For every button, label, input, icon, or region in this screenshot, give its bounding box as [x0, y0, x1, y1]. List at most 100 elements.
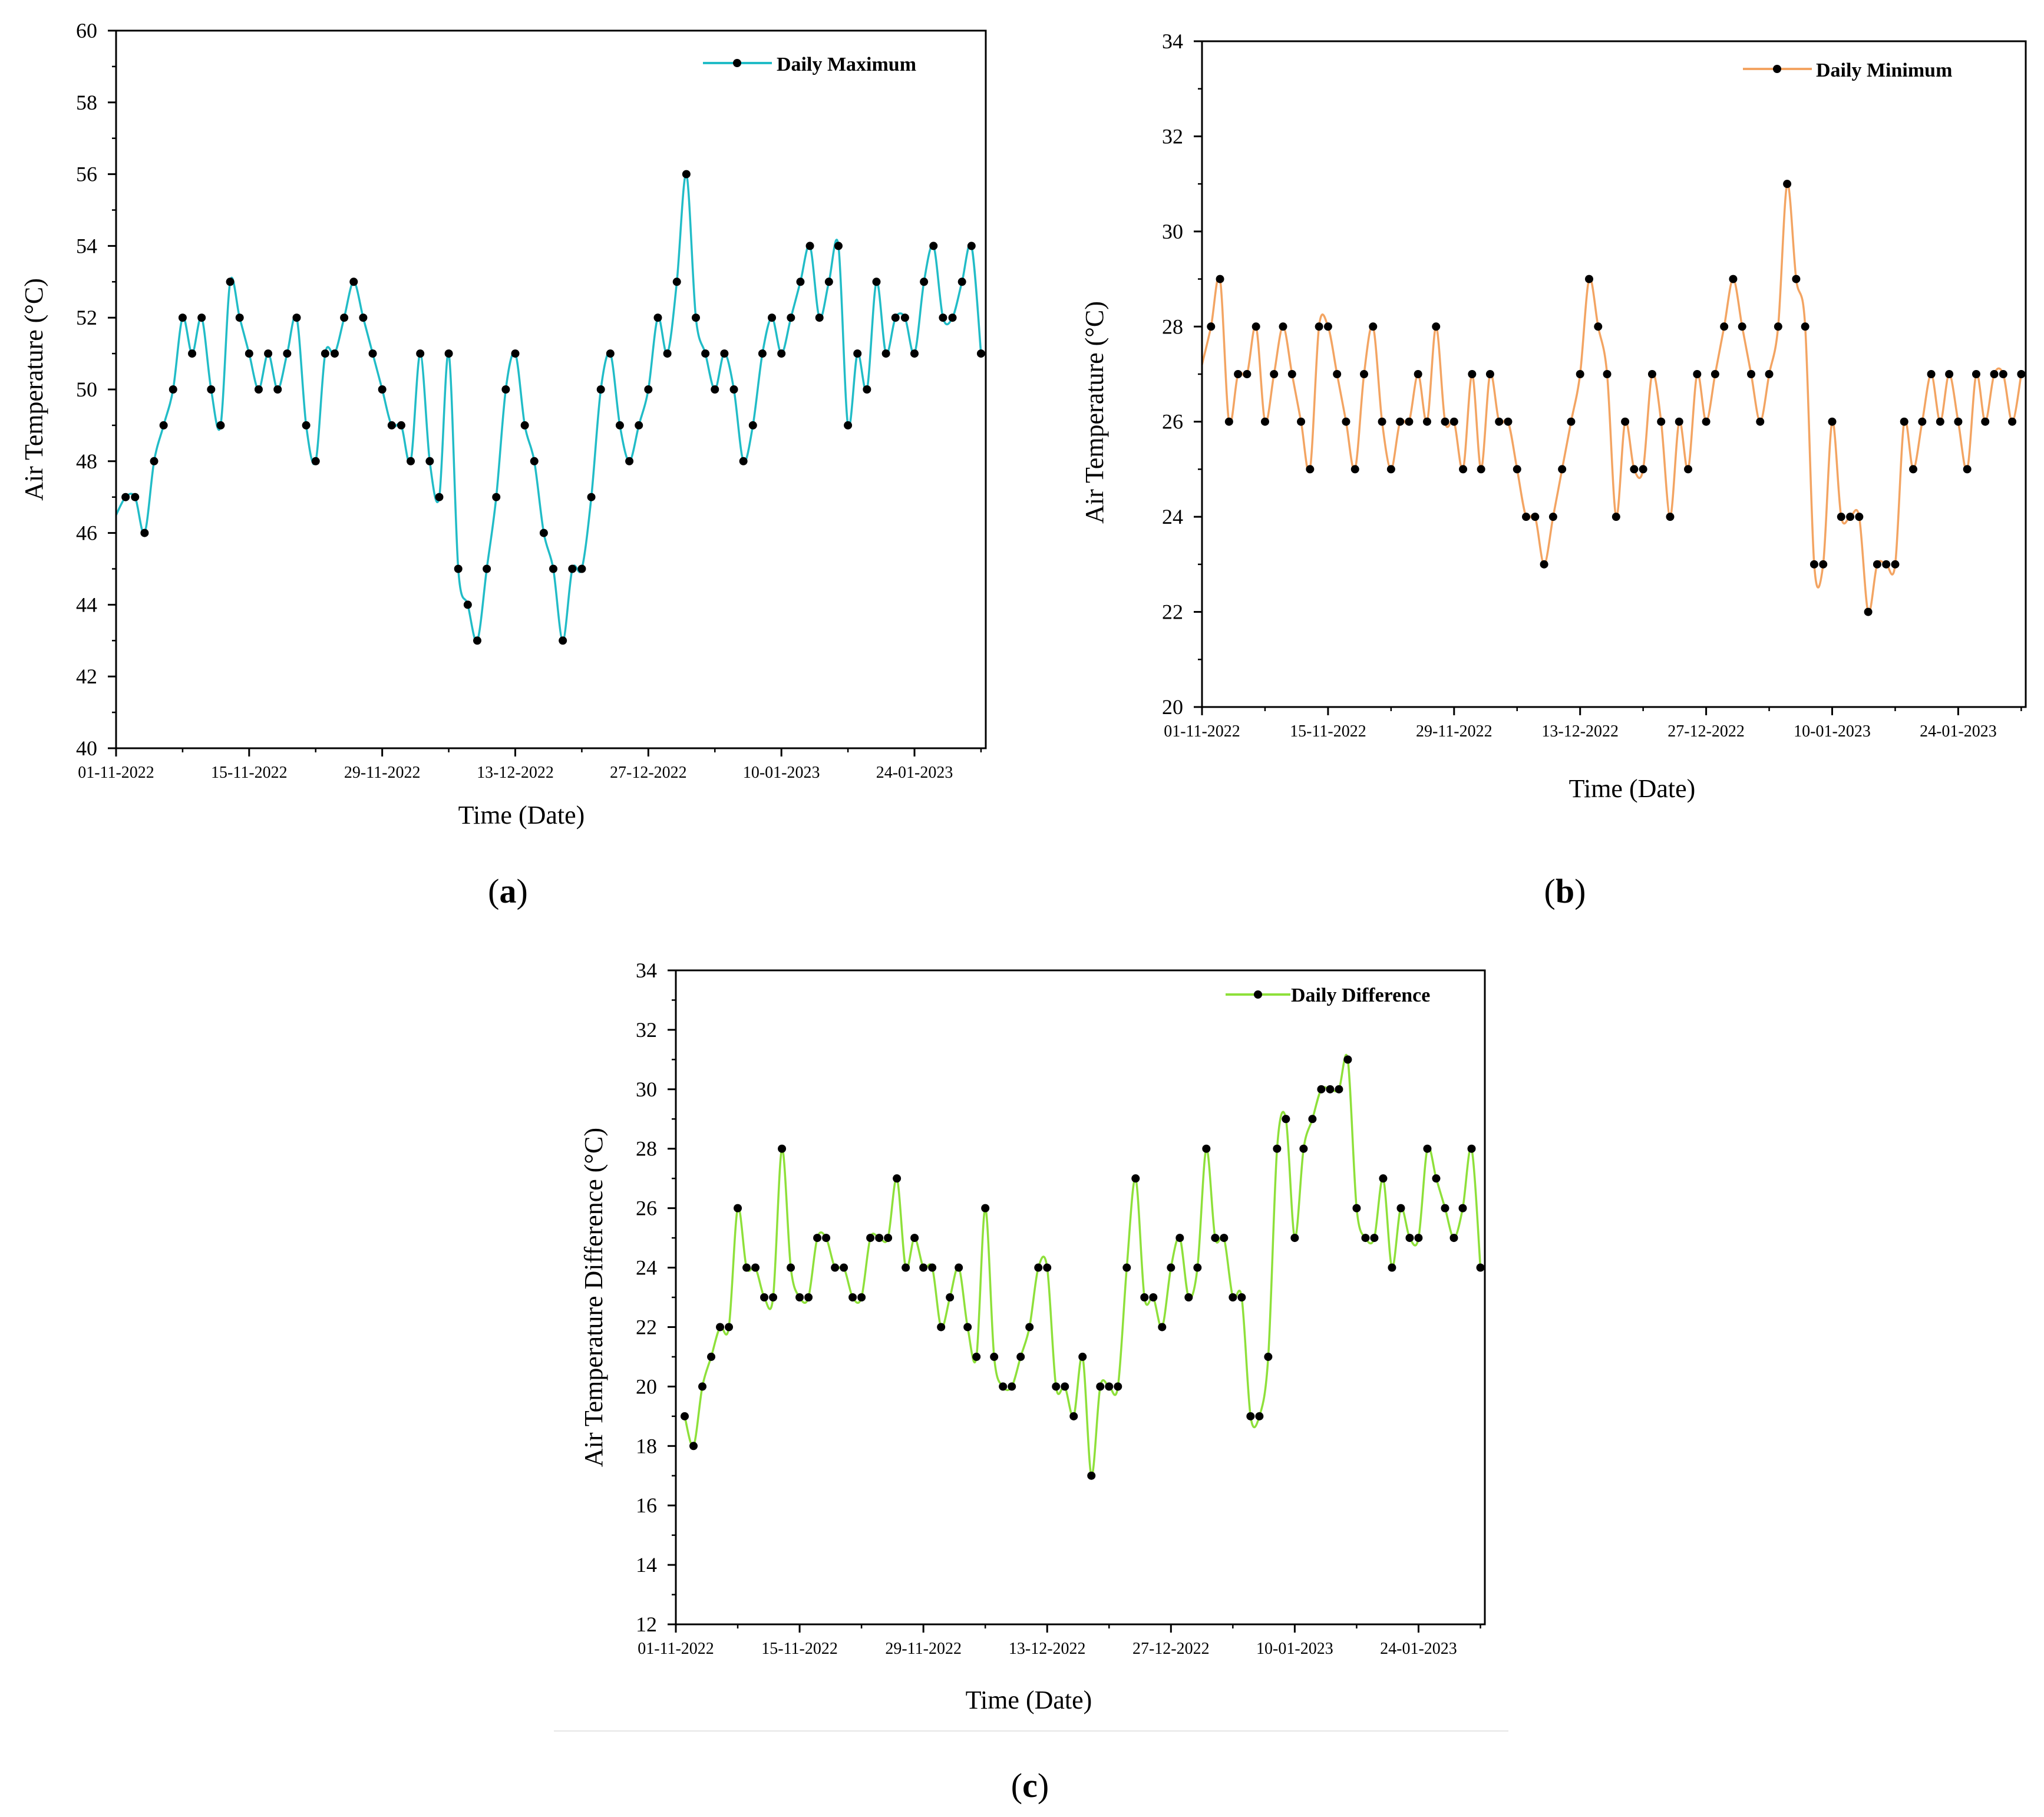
data-point — [596, 385, 605, 394]
data-point — [1837, 513, 1845, 521]
data-point — [1237, 1293, 1246, 1301]
data-point — [1504, 417, 1513, 426]
data-point — [1657, 417, 1666, 426]
data-point — [1675, 417, 1683, 426]
chart-a: 40 42 44 46 48 50 52 54 56 58 60 01-11-2022 15-11-20… — [19, 19, 987, 910]
data-point — [264, 349, 273, 358]
data-point — [1990, 370, 1999, 378]
y-tick-label: 22 — [636, 1315, 657, 1339]
x-tick-label: 24-01-2023 — [1380, 1640, 1457, 1658]
data-point — [787, 313, 795, 322]
y-tick-label: 12 — [636, 1613, 657, 1636]
data-point — [1882, 560, 1891, 569]
data-point — [967, 242, 976, 250]
y-tick-label: 40 — [76, 736, 97, 760]
data-point — [625, 457, 634, 465]
chart-b-plot-frame — [1201, 40, 2027, 708]
data-point — [815, 313, 824, 322]
data-point — [853, 349, 862, 358]
data-point — [1131, 1174, 1140, 1183]
data-point — [976, 349, 985, 358]
data-point — [768, 313, 777, 322]
data-point — [530, 457, 539, 465]
x-tick-label: 24-01-2023 — [876, 764, 953, 782]
data-point — [1584, 275, 1593, 283]
data-point — [804, 1293, 813, 1301]
x-tick-label: 15-11-2022 — [211, 764, 288, 782]
data-point — [1270, 370, 1279, 378]
data-point — [1315, 322, 1323, 331]
data-point — [1792, 275, 1801, 283]
data-point — [549, 564, 558, 573]
data-point — [1477, 465, 1485, 474]
x-tick-label: 01-11-2022 — [1164, 722, 1240, 741]
data-point — [946, 1293, 955, 1301]
data-point — [884, 1234, 893, 1243]
y-tick-label: 20 — [636, 1375, 657, 1398]
data-point — [1476, 1263, 1485, 1272]
data-point — [720, 349, 729, 358]
chart-b-legend: Daily Minimum — [1743, 60, 1952, 81]
data-point — [831, 1263, 840, 1272]
data-point — [1918, 417, 1927, 426]
y-tick-label: 16 — [636, 1494, 657, 1517]
data-point — [1243, 370, 1252, 378]
data-point — [283, 349, 292, 358]
data-point — [1963, 465, 1972, 474]
data-point — [928, 1263, 937, 1272]
x-tick-label: 13-12-2022 — [1009, 1640, 1086, 1658]
chart-b-legend-marker — [1773, 65, 1781, 73]
y-tick-label: 56 — [76, 163, 97, 186]
data-point — [999, 1382, 1008, 1391]
data-point — [1333, 370, 1342, 378]
data-point — [1043, 1263, 1052, 1272]
data-point — [1216, 275, 1224, 283]
data-point — [902, 1263, 910, 1272]
y-tick-label: 54 — [76, 234, 97, 257]
data-point — [1158, 1323, 1167, 1332]
data-point — [321, 349, 329, 358]
x-tick-label: 13-12-2022 — [477, 764, 554, 782]
data-point — [1273, 1144, 1282, 1153]
data-point — [1693, 370, 1702, 378]
data-point — [725, 1323, 734, 1332]
chart-c-legend-marker — [1254, 990, 1262, 999]
data-point — [568, 564, 577, 573]
data-point — [606, 349, 615, 358]
data-point — [1513, 465, 1521, 474]
data-point — [919, 1263, 928, 1272]
data-point — [615, 421, 624, 430]
data-point — [1756, 417, 1765, 426]
data-point — [653, 313, 662, 322]
data-point — [955, 1263, 963, 1272]
data-point — [948, 313, 957, 322]
data-point — [1343, 1055, 1352, 1064]
data-point — [387, 421, 396, 430]
data-point — [1639, 465, 1647, 474]
data-point — [1891, 560, 1900, 569]
data-point — [1175, 1234, 1184, 1243]
data-point — [416, 349, 425, 358]
data-point — [1388, 1263, 1396, 1272]
data-point — [910, 1234, 919, 1243]
data-point — [1202, 1144, 1211, 1153]
data-point — [813, 1234, 822, 1243]
x-tick-label: 13-12-2022 — [1541, 722, 1619, 741]
data-point — [1809, 560, 1818, 569]
y-tick-label: 32 — [636, 1018, 657, 1042]
data-point — [1783, 180, 1792, 189]
data-point — [716, 1323, 725, 1332]
data-point — [1576, 370, 1584, 378]
data-point — [1999, 370, 2007, 378]
data-point — [435, 493, 444, 501]
data-point — [1432, 1174, 1441, 1183]
data-point — [1855, 513, 1864, 521]
data-point — [1279, 322, 1287, 331]
chart-c-legend-label: Daily Difference — [1291, 985, 1430, 1006]
data-point — [787, 1263, 795, 1272]
data-point — [920, 277, 929, 286]
data-point — [1255, 1412, 1264, 1420]
data-point — [1149, 1293, 1158, 1301]
data-point — [1873, 560, 1881, 569]
data-point — [1414, 370, 1422, 378]
